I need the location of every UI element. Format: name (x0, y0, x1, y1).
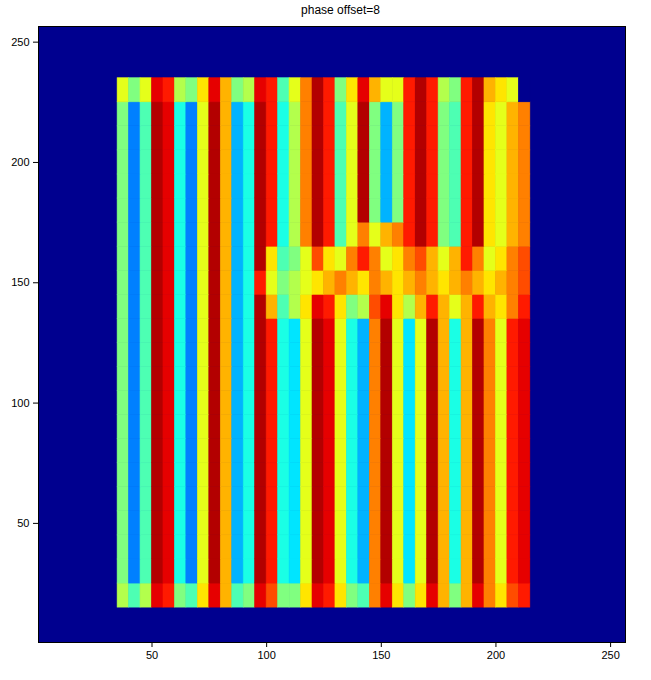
svg-text:100: 100 (11, 397, 29, 409)
svg-text:250: 250 (601, 649, 619, 661)
svg-text:150: 150 (11, 276, 29, 288)
svg-text:200: 200 (487, 649, 505, 661)
svg-text:200: 200 (11, 156, 29, 168)
svg-text:250: 250 (11, 36, 29, 48)
svg-text:100: 100 (257, 649, 275, 661)
svg-text:150: 150 (372, 649, 390, 661)
svg-text:50: 50 (146, 649, 158, 661)
html-text:phase offset=8: phase offset=8 (301, 3, 380, 17)
svg-text:50: 50 (17, 517, 29, 529)
